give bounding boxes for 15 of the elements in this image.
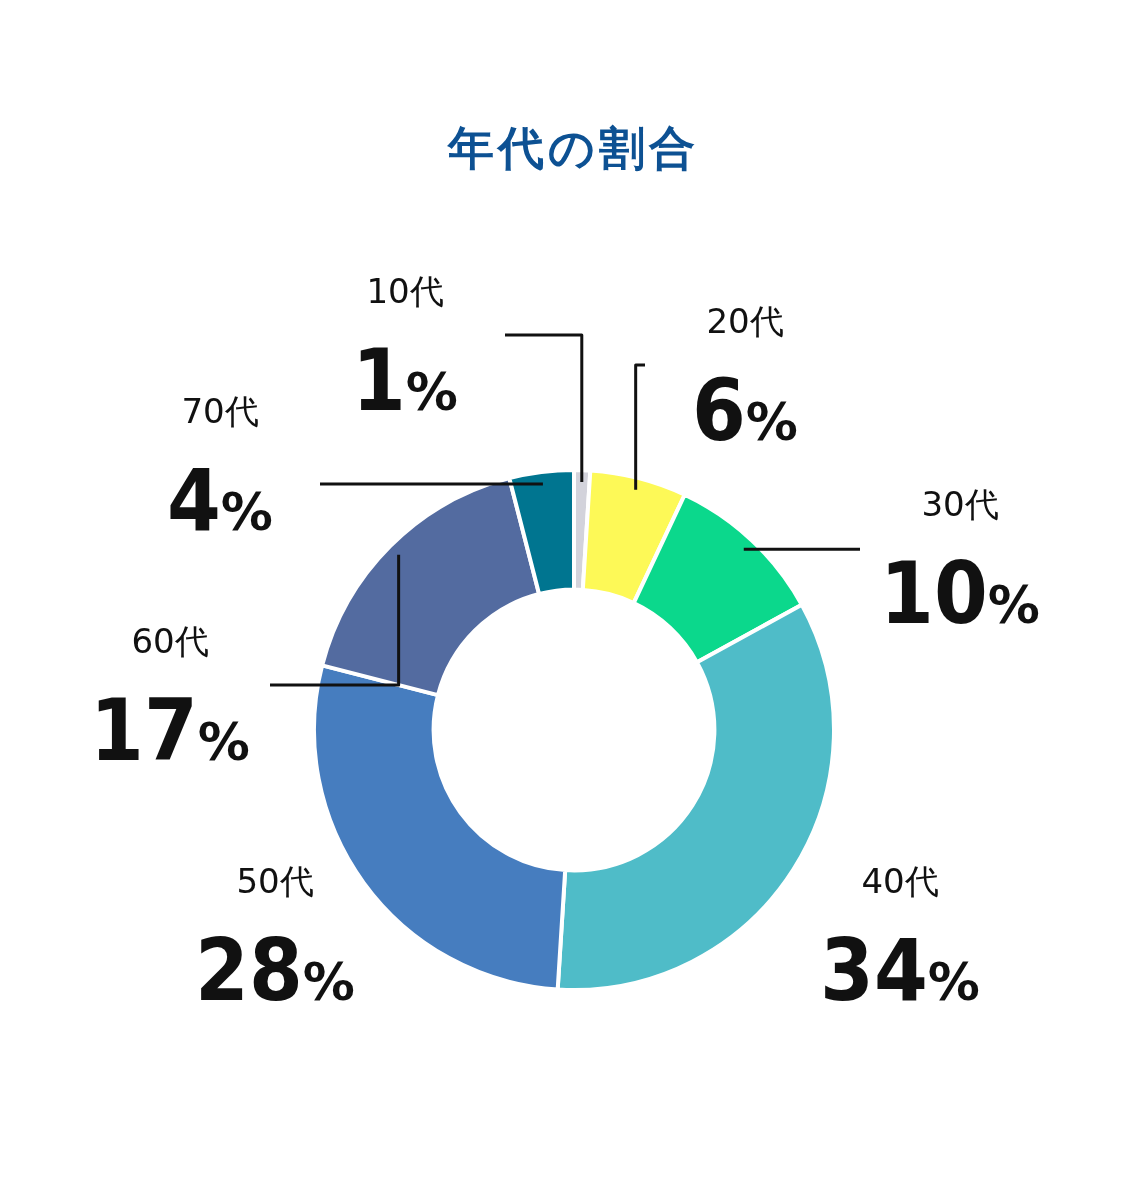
slice-label: 70代: [181, 391, 259, 431]
slice-label: 10代: [366, 271, 444, 311]
slice-label: 60代: [131, 621, 209, 661]
data-label: 28%: [195, 920, 355, 1020]
slice-label: 40代: [861, 861, 939, 901]
data-label: 17%: [90, 680, 250, 780]
slice-label: 30代: [921, 484, 999, 524]
slice-label: 20代: [706, 301, 784, 341]
data-label: 1%: [352, 330, 458, 430]
chart-title: 年代の割合: [446, 120, 700, 177]
data-label: 6%: [692, 360, 798, 460]
slice-label: 50代: [236, 861, 314, 901]
data-label: 10%: [880, 543, 1040, 643]
data-label: 4%: [167, 450, 273, 550]
data-label: 34%: [820, 920, 980, 1020]
